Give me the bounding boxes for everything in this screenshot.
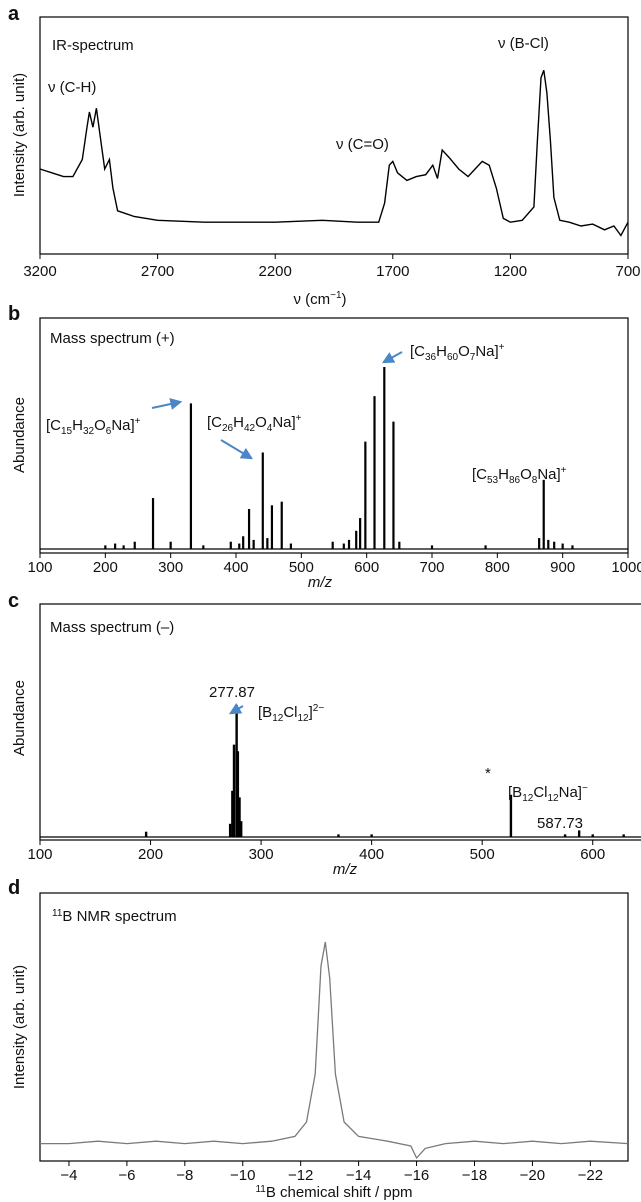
- x-tick-label-d-4: −12: [288, 1167, 313, 1184]
- x-tick-label-b-2: 300: [158, 559, 183, 576]
- panel-title-b: Mass spectrum (+): [50, 330, 175, 347]
- x-tick-label-a-2: 2200: [259, 263, 292, 280]
- x-tick-label-a-1: 2700: [141, 263, 174, 280]
- panel-b: b Mass spectrum (+) Abundance [C15H32O6N…: [8, 303, 641, 591]
- arrow-c26: [220, 439, 254, 460]
- x-axis-label-b: m/z: [308, 574, 333, 591]
- x-tick-label-b-6: 700: [419, 559, 444, 576]
- x-tick-label-a-4: 1200: [494, 263, 527, 280]
- x-axis-label-c: m/z: [333, 861, 358, 878]
- x-tick-label-d-1: −6: [118, 1167, 135, 1184]
- x-tick-label-a-3: 1700: [376, 263, 409, 280]
- x-ticks-d: −4 −6 −8 −10 −12 −14 −16 −18 −20 −22: [60, 1161, 603, 1184]
- nmr-spectrum-line: [40, 941, 629, 1160]
- plot-frame-b: [39, 317, 629, 554]
- x-axis-label-d: 11B chemical shift / ppm: [255, 1184, 412, 1201]
- x-tick-label-b-3: 400: [223, 559, 248, 576]
- plot-frame-c: [39, 603, 641, 841]
- x-tick-label-b-9: 1000: [611, 559, 641, 576]
- panel-title-a: IR-spectrum: [52, 37, 134, 54]
- ion-label-c53: [C53H86O8Na]+: [472, 465, 567, 486]
- x-ticks-c: 100 200 300 400 500 600: [27, 840, 605, 863]
- x-tick-label-b-7: 800: [485, 559, 510, 576]
- peak-value-277: 277.87: [209, 684, 255, 701]
- star-marker: *: [485, 765, 491, 782]
- x-tick-label-d-2: −8: [176, 1167, 193, 1184]
- panel-letter-a: a: [8, 3, 20, 25]
- ir-spectrum-line: [39, 69, 629, 237]
- annotation-ch-a: ν (C-H): [48, 79, 96, 96]
- y-axis-label-b: Abundance: [11, 397, 28, 473]
- annotation-co-a: ν (C=O): [336, 136, 389, 153]
- x-tick-label-a-5: 700: [615, 263, 640, 280]
- x-tick-label-b-1: 200: [93, 559, 118, 576]
- x-ticks-a: 3200 2700 2200 1700 1200 700: [23, 254, 641, 280]
- panel-a: a IR-spectrum Intensity (arb. unit) ν (C…: [8, 3, 641, 308]
- panel-letter-b: b: [8, 303, 20, 325]
- plot-frame-a: [39, 16, 629, 255]
- x-tick-label-d-7: −18: [462, 1167, 487, 1184]
- x-tick-label-c-2: 300: [249, 846, 274, 863]
- panel-title-d: 11B NMR spectrum: [52, 908, 177, 925]
- x-tick-label-b-4: 500: [289, 559, 314, 576]
- plot-frame-d: [39, 892, 629, 1162]
- ion-label-b12cl12na: [B12Cl12Na]−: [508, 783, 588, 804]
- x-tick-label-a-0: 3200: [23, 263, 56, 280]
- x-tick-label-b-5: 600: [354, 559, 379, 576]
- panel-letter-d: d: [8, 877, 20, 899]
- x-ticks-b: 100 200 300 400 500 600 700 800 900 1000: [27, 553, 641, 576]
- ion-label-c26: [C26H42O4Na]+: [207, 413, 302, 434]
- ion-label-c36: [C36H60O7Na]+: [410, 342, 505, 363]
- y-axis-label-a: Intensity (arb. unit): [11, 73, 28, 197]
- arrow-c15: [151, 398, 183, 410]
- x-tick-label-d-6: −16: [404, 1167, 429, 1184]
- arrow-c36: [381, 351, 403, 364]
- x-tick-label-c-1: 200: [138, 846, 163, 863]
- x-tick-label-c-5: 600: [580, 846, 605, 863]
- x-tick-label-b-8: 900: [550, 559, 575, 576]
- x-tick-label-d-3: −10: [230, 1167, 255, 1184]
- ion-label-b12cl12: [B12Cl12]2−: [258, 703, 324, 724]
- peak-value-587: 587.73: [537, 815, 583, 832]
- arrow-b12cl12: [228, 702, 244, 715]
- x-tick-label-d-9: −22: [578, 1167, 603, 1184]
- y-axis-label-d: Intensity (arb. unit): [11, 965, 28, 1089]
- x-tick-label-c-4: 500: [470, 846, 495, 863]
- panel-title-c: Mass spectrum (–): [50, 619, 174, 636]
- x-axis-label-a: ν (cm−1): [293, 290, 346, 308]
- x-tick-label-c-3: 400: [359, 846, 384, 863]
- annotation-bcl-a: ν (B-Cl): [498, 35, 549, 52]
- y-axis-label-c: Abundance: [11, 680, 28, 756]
- panel-c: c Mass spectrum (–) Abundance 277.87 [B1…: [8, 590, 641, 878]
- panel-d: d 11B NMR spectrum Intensity (arb. unit)…: [8, 877, 629, 1201]
- x-tick-label-d-8: −20: [520, 1167, 545, 1184]
- peaks-c: [40, 705, 641, 838]
- ion-label-c15: [C15H32O6Na]+: [46, 416, 141, 437]
- x-tick-label-d-5: −14: [346, 1167, 371, 1184]
- x-tick-label-b-0: 100: [27, 559, 52, 576]
- x-tick-label-d-0: −4: [60, 1167, 77, 1184]
- x-tick-label-c-0: 100: [27, 846, 52, 863]
- peaks-b: [40, 367, 628, 550]
- panel-letter-c: c: [8, 590, 19, 612]
